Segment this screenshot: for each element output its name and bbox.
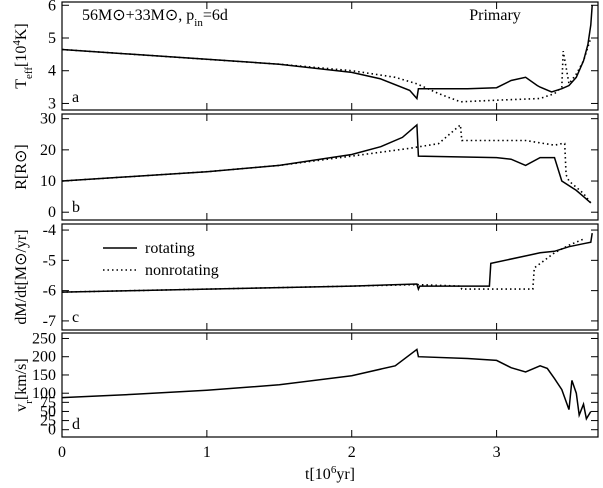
y-tick-label: -7 xyxy=(43,313,56,330)
y-axis-label-part: [10 xyxy=(13,46,30,67)
x-axis-label-part: t[10 xyxy=(305,466,331,483)
y-axis-label-part: [km/s] xyxy=(13,358,30,400)
y-tick-label: 0 xyxy=(48,204,56,221)
y-tick-label: 10 xyxy=(40,173,56,190)
data-line xyxy=(61,123,592,204)
panel-label: d xyxy=(72,416,80,433)
y-tick-label: 250 xyxy=(32,330,56,347)
y-tick-label: 5 xyxy=(48,30,56,47)
y-axis-label: vr[km/s] xyxy=(13,358,35,411)
panel-label: b xyxy=(72,199,80,216)
data-line xyxy=(61,232,593,293)
y-tick-label: 30 xyxy=(40,111,56,128)
y-tick-label: -4 xyxy=(43,222,56,239)
data-line xyxy=(61,123,592,204)
y-axis-label: Teff[104K] xyxy=(11,23,35,89)
chart-title: 56M⊙+33M⊙, pin=6d xyxy=(82,7,228,29)
x-axis-label: t[106yr] xyxy=(305,464,355,483)
y-tick-label: 4 xyxy=(48,63,56,80)
panel-frame xyxy=(61,332,599,438)
x-tick-label: 1 xyxy=(203,444,211,461)
x-tick-label: 2 xyxy=(348,444,356,461)
data-line xyxy=(61,5,593,101)
y-axis-label-part: T xyxy=(13,79,30,89)
legend-label: rotating xyxy=(145,240,195,257)
y-tick-label: 50 xyxy=(40,403,56,420)
chart-title-part: 56M⊙+33M⊙, p xyxy=(82,7,194,24)
annotation: Primary xyxy=(469,7,521,24)
y-tick-label: 200 xyxy=(32,349,56,366)
y-axis-label-part: r xyxy=(23,400,35,404)
panel-label: a xyxy=(72,89,79,106)
panel-frame xyxy=(61,1,599,111)
panel-label: c xyxy=(72,309,79,326)
y-axis-label-part: 4 xyxy=(11,40,23,46)
y-axis-label-part: v xyxy=(13,404,30,412)
y-tick-label: 100 xyxy=(32,385,56,402)
legend-label: nonrotating xyxy=(145,262,219,279)
y-axis-label-part: K] xyxy=(13,23,30,40)
y-tick-label: 25 xyxy=(40,413,56,430)
y-tick-label: -5 xyxy=(43,252,56,269)
y-tick-label: 150 xyxy=(32,367,56,384)
y-axis-label-part: eff xyxy=(23,67,35,79)
x-axis-label-part: yr] xyxy=(336,466,355,483)
chart-title-part: in xyxy=(194,17,203,29)
y-tick-label: 6 xyxy=(48,0,56,14)
x-tick-label: 0 xyxy=(58,444,66,461)
y-axis-label: dM/dt[M⊙/yr] xyxy=(13,229,30,324)
chart-title-part: =6d xyxy=(203,7,228,24)
y-axis-label: R[R⊙] xyxy=(13,144,30,189)
y-tick-label: 20 xyxy=(40,142,56,159)
panel-frame xyxy=(61,113,599,221)
y-axis-label-part: dM/dt[M⊙/yr] xyxy=(13,229,30,324)
y-tick-label: 75 xyxy=(40,394,56,411)
y-tick-label: -6 xyxy=(43,283,56,300)
y-tick-label: 3 xyxy=(48,95,56,112)
data-line xyxy=(61,238,584,293)
data-line xyxy=(61,348,592,421)
x-axis-label-part: 6 xyxy=(331,464,337,476)
x-tick-label: 3 xyxy=(493,444,501,461)
y-axis-label-part: R[R⊙] xyxy=(13,144,30,189)
y-tick-label: 0 xyxy=(48,422,56,439)
panel-frame xyxy=(61,223,599,331)
